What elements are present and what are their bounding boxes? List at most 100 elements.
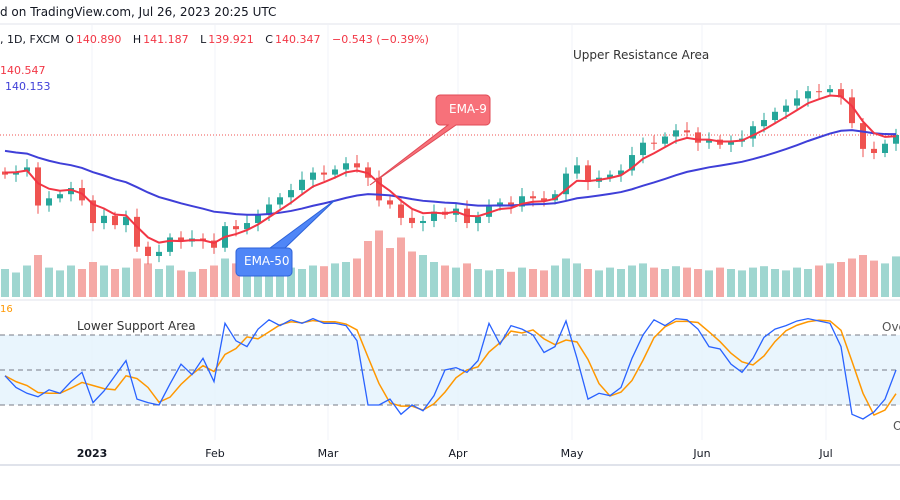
volume-bar <box>485 270 493 297</box>
candle-body <box>673 130 679 137</box>
x-tick-label: 2023 <box>77 447 108 460</box>
candle-body <box>299 179 305 191</box>
candle-body <box>332 169 338 175</box>
candle-body <box>35 167 41 206</box>
x-tick-label: Apr <box>448 447 468 460</box>
candle-body <box>728 141 734 145</box>
volume-bar <box>364 241 372 297</box>
candle-body <box>310 172 316 180</box>
volume-bar <box>617 269 625 297</box>
candle-body <box>101 215 107 224</box>
candle-body <box>244 223 250 230</box>
candle-body <box>651 142 657 144</box>
volume-bar <box>12 272 20 297</box>
candle-body <box>431 211 437 221</box>
candle-body <box>662 136 668 144</box>
ema50-callout <box>235 199 336 277</box>
volume-bar <box>320 266 328 297</box>
volume-bar <box>133 258 141 297</box>
volume-bar <box>584 269 592 297</box>
candle-body <box>134 216 140 247</box>
volume-bar <box>507 271 515 297</box>
high-label: H <box>132 33 142 46</box>
upper-resistance-label: Upper Resistance Area <box>573 48 710 62</box>
volume-bar <box>837 262 845 297</box>
volume-bar <box>331 263 339 297</box>
volume-bar <box>221 258 229 297</box>
open-value: 140.890 <box>75 33 122 46</box>
candle-body <box>57 194 63 199</box>
stoch-k-line <box>4 317 897 420</box>
volume-bar <box>408 251 416 297</box>
candle-body <box>574 165 580 174</box>
candle-body <box>849 97 855 124</box>
volume-bar <box>683 267 691 297</box>
candle-body <box>398 204 404 218</box>
x-tick-label: May <box>561 447 584 460</box>
candle-body <box>838 89 844 98</box>
stoch-value: 16 <box>0 304 13 315</box>
volume-bar <box>254 269 262 297</box>
candle-body <box>233 226 239 230</box>
candle-body <box>90 200 96 224</box>
ema50-value: 140.153 <box>5 80 51 93</box>
volume-bar <box>67 265 75 297</box>
candle-body <box>618 170 624 175</box>
candle-body <box>761 120 767 127</box>
candle-body <box>816 91 822 93</box>
volume-bar <box>265 266 273 297</box>
volume-bar <box>782 270 790 297</box>
volume-bar <box>452 267 460 297</box>
volume-bar <box>111 269 119 297</box>
volume-bar <box>243 267 251 297</box>
ema50-callout-text: EMA-50 <box>244 254 290 268</box>
candle-body <box>112 215 118 226</box>
volume-bar <box>562 258 570 297</box>
volume-bar <box>430 262 438 297</box>
candle-body <box>607 174 613 178</box>
close-value: 140.347 <box>274 33 321 46</box>
candle-body <box>541 198 547 201</box>
published-caption: d on TradingView.com, Jul 26, 2023 20:25… <box>0 5 277 19</box>
candle-body <box>519 196 525 207</box>
candle-body <box>640 142 646 156</box>
volume-bar <box>771 269 779 297</box>
candle-body <box>783 105 789 112</box>
volume-bar <box>1 269 9 297</box>
volume-bar <box>386 248 394 297</box>
volume-bar <box>188 271 196 297</box>
low-value: 139.921 <box>208 33 254 46</box>
volume-bar <box>694 269 702 297</box>
candle-body <box>387 200 393 205</box>
volume-bar <box>89 262 97 297</box>
candle-body <box>376 177 382 201</box>
lower-support-label: Lower Support Area <box>77 319 196 333</box>
volume-bar <box>573 263 581 297</box>
ema9-line <box>4 94 897 245</box>
candle-body <box>354 163 360 168</box>
volume-bar <box>177 270 185 297</box>
volume-bar <box>23 265 31 297</box>
candle-body <box>145 246 151 256</box>
low-label: L <box>200 33 207 46</box>
volume-bar <box>881 263 889 297</box>
volume-bar <box>353 258 361 297</box>
volume-bar <box>463 263 471 297</box>
candle-body <box>530 196 536 199</box>
ema50-line <box>4 129 897 216</box>
close-label: C <box>265 33 273 46</box>
volume-bar <box>397 237 405 297</box>
candle-body <box>288 190 294 198</box>
x-tick-label: Feb <box>205 447 224 460</box>
candle-body <box>882 143 888 153</box>
candle-body <box>629 155 635 171</box>
candle-body <box>684 130 690 133</box>
x-tick-label: Jul <box>818 447 832 460</box>
volume-bar <box>56 270 64 297</box>
candle-body <box>277 197 283 205</box>
ema9-value: 140.547 <box>0 64 46 77</box>
candle-body <box>343 163 349 170</box>
volume-bar <box>199 269 207 297</box>
